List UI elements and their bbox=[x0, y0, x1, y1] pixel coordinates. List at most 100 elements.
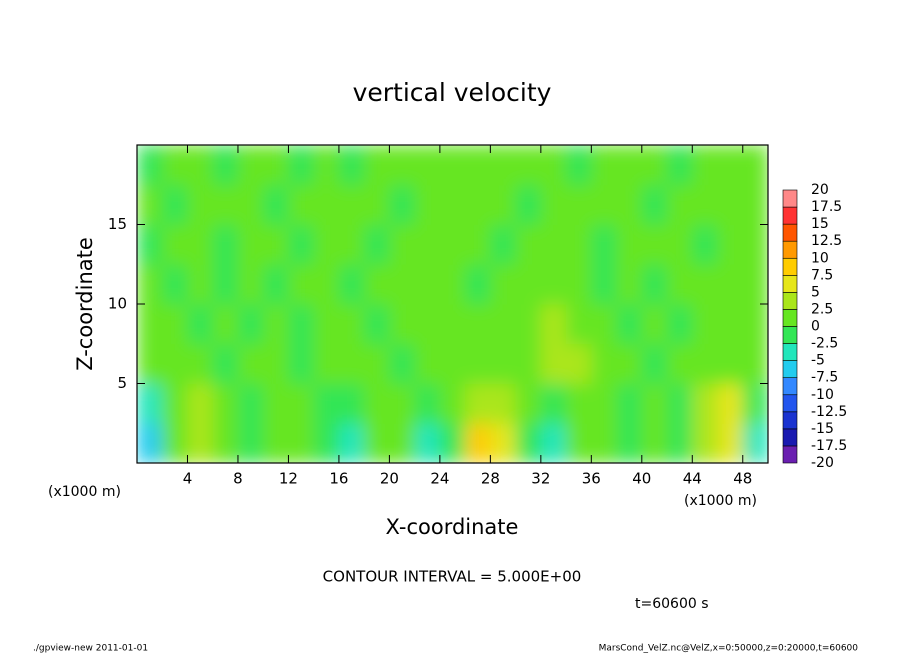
heatmap-cell bbox=[742, 423, 768, 463]
heatmap-cell bbox=[162, 383, 188, 424]
heatmap-cell bbox=[515, 304, 542, 345]
colorbar-swatch bbox=[782, 394, 798, 413]
colorbar-label: 0 bbox=[811, 319, 820, 335]
colorbar-swatch bbox=[782, 257, 798, 276]
heatmap-cell bbox=[717, 145, 744, 186]
heatmap-cell bbox=[742, 383, 768, 424]
heatmap-cell bbox=[515, 224, 542, 265]
heatmap-cell bbox=[540, 184, 567, 225]
heatmap-cell bbox=[288, 343, 315, 384]
heatmap-cell bbox=[591, 145, 618, 186]
heatmap-cell bbox=[288, 383, 315, 424]
heatmap-cell bbox=[187, 145, 214, 186]
heatmap-cell bbox=[162, 145, 188, 186]
heatmap-cell bbox=[692, 224, 719, 265]
heatmap-cell bbox=[515, 423, 542, 463]
heatmap-cell bbox=[591, 304, 618, 345]
heatmap-cell bbox=[490, 343, 517, 384]
heatmap-cell bbox=[237, 145, 264, 186]
heatmap-cell bbox=[162, 184, 188, 225]
colorbar-label: -10 bbox=[811, 387, 834, 403]
x-tick-label: 48 bbox=[733, 470, 752, 488]
heatmap-cell bbox=[439, 264, 466, 305]
heatmap-cell bbox=[313, 145, 340, 186]
heatmap-cell bbox=[667, 383, 693, 424]
colorbar-label: -2.5 bbox=[811, 336, 838, 352]
footer-right: MarsCond_VelZ.nc@VelZ,x=0:50000,z=0:2000… bbox=[599, 644, 859, 654]
colorbar-swatch bbox=[782, 223, 798, 242]
heatmap-cell bbox=[717, 224, 744, 265]
heatmap-cell bbox=[338, 264, 365, 305]
heatmap-cell bbox=[389, 304, 416, 345]
heatmap-cell bbox=[187, 423, 214, 463]
heatmap-cell bbox=[338, 343, 365, 384]
heatmap-cell bbox=[465, 184, 491, 225]
heatmap-cell bbox=[490, 145, 517, 186]
heatmap-cell bbox=[162, 224, 188, 265]
heatmap-cell bbox=[540, 224, 567, 265]
heatmap-cell bbox=[364, 145, 390, 186]
y-tick-label: 15 bbox=[108, 215, 127, 233]
heatmap-cell bbox=[237, 304, 264, 345]
heatmap-cell bbox=[692, 343, 719, 384]
heatmap-cell bbox=[338, 383, 365, 424]
heatmap-cell bbox=[263, 343, 289, 384]
heatmap-cell bbox=[692, 184, 719, 225]
heatmap-cell bbox=[616, 184, 643, 225]
heatmap-cell bbox=[338, 423, 365, 463]
heatmap-cell bbox=[137, 383, 163, 424]
heatmap-cell bbox=[566, 184, 592, 225]
chart-title: vertical velocity bbox=[353, 78, 552, 107]
heatmap-cell bbox=[338, 224, 365, 265]
heatmap-cell bbox=[187, 304, 214, 345]
heatmap-cell bbox=[616, 224, 643, 265]
heatmap-cell bbox=[162, 264, 188, 305]
heatmap-cell bbox=[465, 145, 491, 186]
heatmap-cell bbox=[742, 224, 768, 265]
heatmap-cell bbox=[641, 224, 668, 265]
heatmap-cell bbox=[389, 264, 416, 305]
x-tick-label: 8 bbox=[233, 470, 243, 488]
heatmap-cell bbox=[212, 184, 239, 225]
heatmap-cell bbox=[616, 304, 643, 345]
heatmap-cell bbox=[137, 343, 163, 384]
heatmap-cell bbox=[389, 145, 416, 186]
heatmap-cell bbox=[490, 224, 517, 265]
heatmap-cell bbox=[288, 224, 315, 265]
heatmap-cell bbox=[439, 145, 466, 186]
heatmap-cell bbox=[414, 224, 441, 265]
y-unit-label: (x1000 m) bbox=[48, 484, 121, 500]
heatmap-cell bbox=[263, 224, 289, 265]
heatmap-cell bbox=[616, 264, 643, 305]
heatmap-cell bbox=[616, 423, 643, 463]
colorbar-swatch bbox=[782, 428, 798, 447]
heatmap bbox=[137, 145, 768, 463]
heatmap-cell bbox=[414, 423, 441, 463]
heatmap-cell bbox=[237, 224, 264, 265]
heatmap-cell bbox=[212, 383, 239, 424]
heatmap-cell bbox=[237, 264, 264, 305]
colorbar-label: -7.5 bbox=[811, 370, 838, 386]
x-tick-label: 24 bbox=[430, 470, 449, 488]
heatmap-cell bbox=[717, 184, 744, 225]
heatmap-cell bbox=[515, 383, 542, 424]
heatmap-cell bbox=[237, 343, 264, 384]
heatmap-cell bbox=[364, 224, 390, 265]
heatmap-cell bbox=[540, 264, 567, 305]
heatmap-cell bbox=[389, 224, 416, 265]
heatmap-cell bbox=[439, 224, 466, 265]
heatmap-cell bbox=[742, 145, 768, 186]
contour-interval: CONTOUR INTERVAL = 5.000E+00 bbox=[323, 568, 582, 586]
x-axis-label: X-coordinate bbox=[386, 515, 519, 539]
heatmap-cell bbox=[667, 343, 693, 384]
heatmap-cell bbox=[490, 383, 517, 424]
heatmap-cell bbox=[591, 423, 618, 463]
heatmap-cell bbox=[212, 224, 239, 265]
heatmap-cell bbox=[439, 423, 466, 463]
heatmap-field bbox=[137, 145, 768, 463]
colorbar-swatch bbox=[782, 275, 798, 293]
heatmap-cell bbox=[465, 343, 491, 384]
heatmap-cell bbox=[162, 423, 188, 463]
heatmap-cell bbox=[237, 383, 264, 424]
